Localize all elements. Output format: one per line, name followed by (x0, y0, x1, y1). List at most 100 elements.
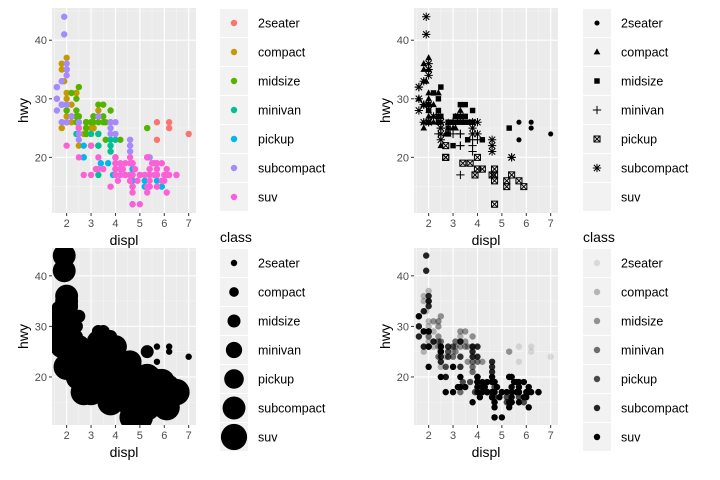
point-suv (124, 384, 151, 411)
point-subcompact (487, 135, 497, 144)
point-midsize (479, 358, 486, 365)
point-suv (513, 378, 520, 386)
x-tick-label: 3 (88, 218, 94, 230)
panel-alpha: 2 3 4 5 6 7 20 30 40 displ hwy class 2seater compact m… (377, 229, 689, 460)
point-suv (134, 177, 141, 184)
point-subcompact (58, 119, 65, 126)
legend-swatch (230, 193, 238, 201)
point-suv (508, 399, 515, 406)
point-midsize (82, 130, 90, 138)
point-compact (63, 54, 70, 61)
point-suv (496, 393, 503, 401)
point-suv (153, 183, 161, 190)
point-suv (474, 378, 481, 386)
point-minivan (469, 358, 476, 365)
points-layer (52, 248, 192, 425)
point-suv (535, 388, 542, 396)
point-subcompact (414, 94, 424, 103)
point-suv (112, 171, 119, 179)
point-subcompact (126, 136, 134, 143)
points-layer (53, 13, 192, 208)
point-suv (122, 160, 129, 167)
point-minivan (448, 129, 458, 139)
point-suv (474, 383, 481, 391)
x-tick-label: 5 (137, 218, 143, 230)
legend-label: subcompact (621, 402, 689, 416)
y-axis-title: hwy (15, 98, 31, 123)
point-subcompact (424, 59, 433, 68)
point-suv (454, 383, 462, 391)
point-midsize (107, 107, 114, 114)
point-compact (420, 124, 428, 131)
point-subcompact (487, 141, 497, 150)
point-compact (444, 348, 452, 355)
panel-background (414, 8, 558, 213)
point-midsize (430, 90, 437, 96)
point-2seater (516, 119, 522, 125)
point-midsize (444, 343, 452, 350)
legend-color: 2seater compact midsize minivan pickup subcom… (220, 9, 326, 211)
point-suv (80, 171, 87, 179)
point-suv (484, 378, 491, 386)
point-subcompact (419, 77, 428, 86)
point-suv (158, 160, 166, 167)
point-minivan (456, 141, 465, 150)
point-suv (151, 171, 158, 179)
point-compact (430, 343, 437, 350)
points-layer (415, 252, 554, 421)
legend-shape: 2seater compact midsize minivan pickup subcom… (583, 9, 689, 211)
point-suv (474, 373, 481, 381)
point-pickup (491, 200, 499, 208)
point-compact (420, 59, 428, 67)
point-compact (425, 287, 432, 295)
point-subcompact (112, 130, 119, 138)
point-midsize (95, 119, 102, 126)
point-suv (479, 378, 486, 386)
legend-key-midsize (583, 307, 611, 335)
x-tick-label: 4 (474, 430, 480, 442)
point-midsize (437, 313, 445, 320)
point-subcompact (425, 343, 432, 350)
point-midsize (82, 124, 90, 132)
point-pickup (442, 373, 449, 381)
point-midsize (462, 113, 468, 120)
legend-swatch (230, 259, 238, 267)
point-pickup (80, 154, 87, 161)
point-compact (425, 333, 432, 340)
legend-swatch (220, 423, 248, 451)
legend-swatch (230, 48, 238, 56)
point-midsize (100, 119, 107, 126)
point-compact (63, 113, 70, 120)
point-2seater (548, 131, 554, 137)
point-suv (112, 154, 119, 161)
point-compact (452, 338, 459, 345)
point-compact (58, 60, 65, 67)
point-suv (131, 165, 139, 173)
point-suv (165, 171, 173, 179)
point-midsize (445, 119, 451, 125)
point-midsize (425, 333, 432, 340)
point-subcompact (474, 353, 481, 360)
point-subcompact (107, 124, 114, 132)
point-suv (523, 393, 530, 401)
point-suv (515, 399, 523, 406)
point-suv (53, 353, 80, 380)
point-compact (430, 100, 437, 108)
point-subcompact (468, 118, 477, 127)
point-suv (481, 383, 488, 391)
point-2seater (527, 348, 535, 355)
point-suv (425, 363, 432, 371)
legend-label: compact (621, 286, 669, 300)
point-suv (87, 142, 95, 149)
legend-swatch (594, 20, 600, 26)
point-suv (112, 165, 119, 173)
point-subcompact (425, 292, 432, 300)
point-2seater (528, 119, 534, 125)
point-subcompact (436, 135, 446, 144)
point-compact (444, 343, 452, 350)
legend-swatch (593, 433, 601, 441)
point-pickup (158, 183, 166, 190)
point-minivan (449, 353, 457, 360)
point-suv (479, 388, 486, 396)
point-suv (173, 171, 180, 179)
